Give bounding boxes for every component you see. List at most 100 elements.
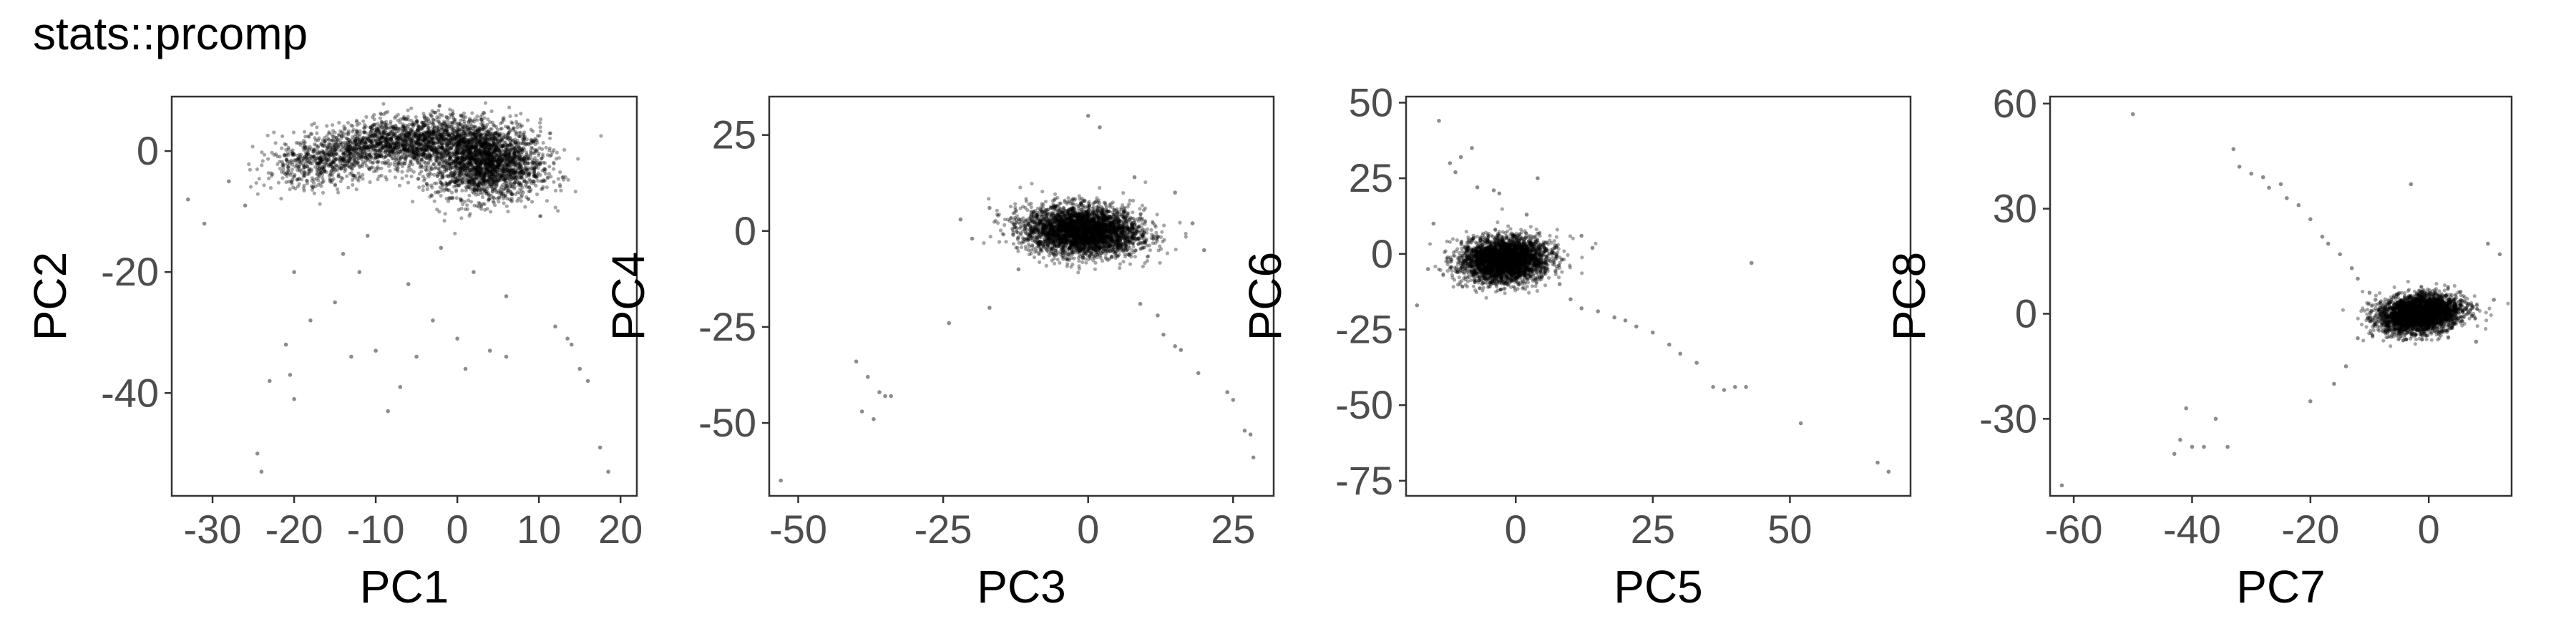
data-point [312,155,316,160]
x-tick-label: -30 [184,507,242,552]
data-point [376,154,381,158]
data-point [469,119,473,123]
data-point [487,169,491,173]
data-point [280,146,284,150]
data-point [464,145,469,149]
data-point [487,152,492,157]
data-point [424,182,429,186]
data-point [480,124,484,128]
data-point [459,165,464,170]
data-point [479,181,484,185]
data-point [504,150,508,155]
data-point [482,162,486,166]
data-point [283,342,288,347]
data-point [529,127,533,132]
data-point [483,181,487,185]
data-point [462,119,467,124]
data-point [1053,192,1058,196]
data-point [494,197,499,201]
data-point [360,162,364,167]
data-point [512,186,517,191]
data-point [515,138,519,142]
data-point [476,167,480,171]
data-point [457,208,461,212]
data-point [469,154,473,158]
data-point [483,101,488,105]
data-point [499,159,504,163]
data-point [447,175,451,179]
data-point [532,170,537,174]
data-point [331,177,336,181]
data-point [406,165,411,170]
data-point [496,163,501,167]
data-point [478,141,482,145]
data-point [248,185,253,189]
data-point [519,141,523,145]
data-point [360,138,365,142]
data-point [507,105,512,109]
data-point [454,189,459,194]
data-point [443,212,447,216]
data-point [497,195,501,200]
data-point [421,153,426,157]
data-point [414,139,419,143]
data-point [279,197,283,201]
data-point [519,124,525,128]
data-point [427,134,431,138]
data-point [283,142,287,146]
data-point [452,171,456,175]
data-point [439,164,443,169]
data-point [527,177,532,182]
data-point [507,156,511,160]
data-point [345,174,349,178]
data-point [319,142,323,147]
data-point [517,165,521,170]
panel-pc1-pc2: -30 -20 -10 0 10 200-20-40 PC1 PC2 [24,95,643,613]
data-point [1128,262,1133,266]
data-point [491,160,495,164]
data-point [518,191,522,195]
data-point [475,114,479,119]
data-point [535,161,540,165]
data-point [552,167,556,171]
data-point [484,150,489,155]
data-point [481,145,485,149]
data-point [469,150,473,155]
data-point [509,198,513,203]
data-point [509,175,513,179]
data-point [290,167,294,172]
data-point [330,173,334,177]
data-point [350,137,354,142]
data-point [447,142,452,146]
data-point [509,191,513,195]
data-point [490,157,494,161]
data-point [507,130,512,134]
data-point [442,137,447,141]
data-point [522,158,526,162]
data-point [459,147,464,151]
data-point [278,167,282,171]
scatter-points [779,114,1256,483]
data-point [459,160,463,164]
data-point [472,270,476,275]
data-point [504,154,508,158]
data-point [416,176,421,180]
data-point [454,176,458,180]
data-point [311,185,315,190]
data-point [471,166,475,170]
data-point [463,132,467,137]
data-point [506,210,510,214]
data-point [514,119,519,124]
data-point [488,160,492,164]
data-point [476,149,480,153]
data-point [494,152,498,156]
data-point [513,170,517,175]
data-point [497,167,502,172]
data-point [428,112,432,117]
data-point [512,182,516,186]
data-point [312,191,316,195]
data-point [514,169,518,173]
data-point [542,167,547,171]
data-point [482,142,486,146]
